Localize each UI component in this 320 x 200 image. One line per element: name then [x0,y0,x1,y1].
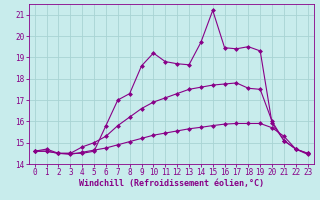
X-axis label: Windchill (Refroidissement éolien,°C): Windchill (Refroidissement éolien,°C) [79,179,264,188]
